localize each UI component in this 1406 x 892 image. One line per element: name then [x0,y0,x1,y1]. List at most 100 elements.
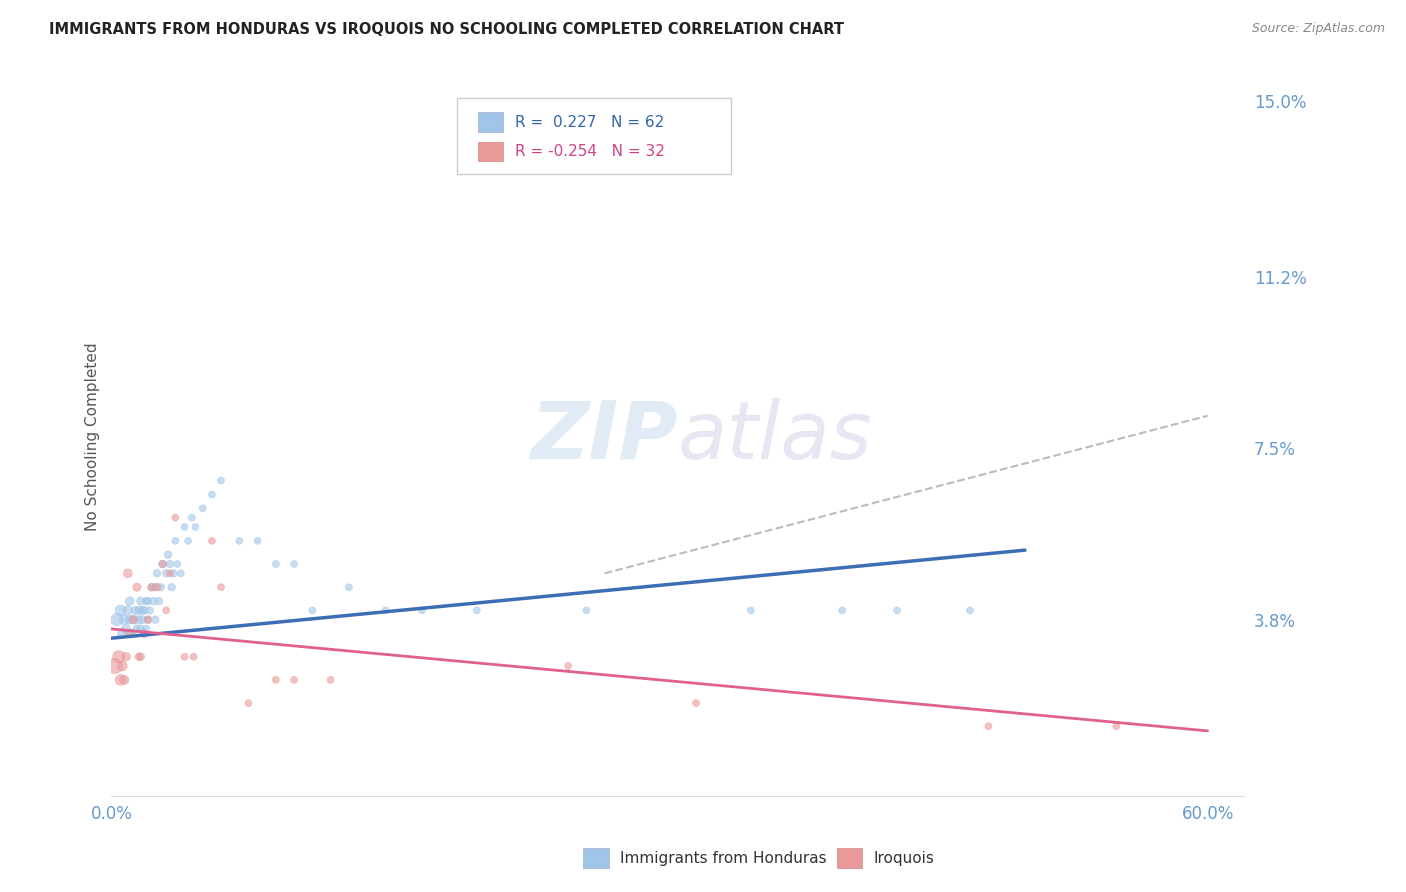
Point [177,533,200,548]
Point [143,613,166,627]
Point [152,557,174,571]
Point [115,622,138,636]
Point [118,626,141,640]
Point [129,594,152,608]
Point [112,613,135,627]
Text: Source: ZipAtlas.com: Source: ZipAtlas.com [1251,22,1385,36]
Point [165,510,187,524]
Point [685,696,707,710]
Point [142,594,165,608]
Point [184,520,207,534]
Point [118,594,141,608]
Point [128,603,150,617]
Point [319,673,342,687]
Point [977,719,1000,733]
Point [246,533,269,548]
Point [117,566,139,581]
Point [131,603,153,617]
Point [107,649,129,664]
Point [110,673,132,687]
Point [740,603,762,617]
Point [149,580,172,594]
Point [134,626,156,640]
Point [201,487,224,501]
Point [135,594,157,608]
Point [180,510,202,524]
Point [122,613,145,627]
Point [135,622,157,636]
Point [886,603,908,617]
Point [141,580,163,594]
Point [264,557,287,571]
Text: Iroquois: Iroquois [873,851,934,865]
Text: atlas: atlas [678,398,873,475]
Point [105,613,128,627]
Point [283,673,305,687]
Point [136,613,159,627]
Point [134,626,156,640]
Point [557,659,579,673]
Point [143,580,166,594]
Point [115,649,138,664]
Point [170,566,193,581]
Point [129,649,152,664]
Point [155,603,177,617]
Text: Immigrants from Honduras: Immigrants from Honduras [620,851,827,865]
Point [155,566,177,581]
Point [146,566,169,581]
Point [112,673,135,687]
Point [111,626,134,640]
Point [124,603,146,617]
Point [134,603,156,617]
Point [122,613,145,627]
Point [831,603,853,617]
Point [110,603,132,617]
Point [128,649,150,664]
Point [959,603,981,617]
Point [128,613,150,627]
Point [301,603,323,617]
Point [152,557,174,571]
Point [111,659,134,673]
Text: R =  0.227   N = 62: R = 0.227 N = 62 [515,115,664,129]
Text: IMMIGRANTS FROM HONDURAS VS IROQUOIS NO SCHOOLING COMPLETED CORRELATION CHART: IMMIGRANTS FROM HONDURAS VS IROQUOIS NO … [49,22,844,37]
Point [160,580,183,594]
Point [165,533,187,548]
Point [125,580,148,594]
Point [148,594,170,608]
Point [146,580,169,594]
Point [575,603,598,617]
Point [104,659,127,673]
Y-axis label: No Schooling Completed: No Schooling Completed [86,343,100,531]
Point [1105,719,1128,733]
Text: ZIP: ZIP [530,398,678,475]
Point [201,533,224,548]
Point [157,548,180,562]
Point [125,622,148,636]
Point [283,557,305,571]
Point [173,520,195,534]
Point [136,594,159,608]
Text: R = -0.254   N = 32: R = -0.254 N = 32 [515,145,665,159]
Point [129,622,152,636]
Point [118,613,141,627]
Point [264,673,287,687]
Point [337,580,360,594]
Point [159,557,181,571]
Point [141,580,163,594]
Point [191,501,214,516]
Point [136,613,159,627]
Point [228,533,250,548]
Point [173,649,195,664]
Point [166,557,188,571]
Point [162,566,184,581]
Point [411,603,433,617]
Point [139,603,162,617]
Point [374,603,396,617]
Point [131,613,153,627]
Point [117,603,139,617]
Point [183,649,205,664]
Point [465,603,488,617]
Point [209,474,232,488]
Point [238,696,260,710]
